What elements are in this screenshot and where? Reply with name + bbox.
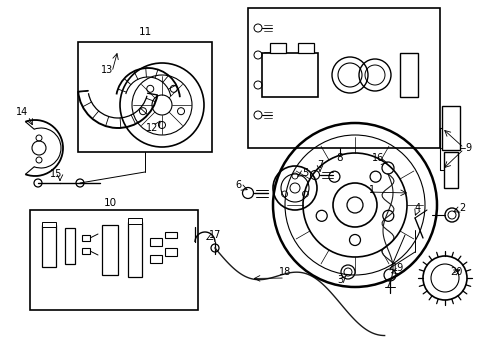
Bar <box>248 8 440 148</box>
Text: 9: 9 <box>465 143 471 153</box>
Bar <box>270 43 286 53</box>
Text: 14: 14 <box>16 107 28 117</box>
Bar <box>65 228 75 264</box>
Bar <box>42 225 56 267</box>
Bar <box>400 53 418 97</box>
Bar <box>165 232 177 238</box>
Bar <box>78 42 212 152</box>
Text: 11: 11 <box>138 27 151 37</box>
Text: 17: 17 <box>209 230 221 240</box>
Bar <box>30 210 198 310</box>
Bar <box>298 43 314 53</box>
Bar <box>42 222 56 227</box>
Text: 7: 7 <box>317 160 323 170</box>
Text: 4: 4 <box>415 203 421 213</box>
Text: 8: 8 <box>337 153 343 163</box>
Text: 6: 6 <box>235 180 241 190</box>
Bar <box>82 248 90 254</box>
Text: 13: 13 <box>101 65 113 75</box>
Text: 12: 12 <box>146 123 158 133</box>
Text: 18: 18 <box>279 267 291 277</box>
Bar <box>128 222 142 277</box>
Bar <box>444 152 458 188</box>
Text: 16: 16 <box>372 153 384 163</box>
Bar <box>102 225 118 275</box>
Text: 15: 15 <box>50 169 62 179</box>
Text: 3: 3 <box>337 275 343 285</box>
Text: 2: 2 <box>459 203 465 213</box>
Bar <box>442 106 460 150</box>
Text: 19: 19 <box>392 263 404 273</box>
Bar <box>165 248 177 256</box>
Bar <box>262 53 318 97</box>
Bar <box>128 218 142 224</box>
Text: 5: 5 <box>302 168 308 178</box>
Text: 10: 10 <box>103 198 117 208</box>
Text: 20: 20 <box>450 267 462 277</box>
Bar <box>150 238 162 246</box>
Bar <box>150 255 162 263</box>
Text: 1: 1 <box>369 185 375 195</box>
Bar <box>82 235 90 241</box>
